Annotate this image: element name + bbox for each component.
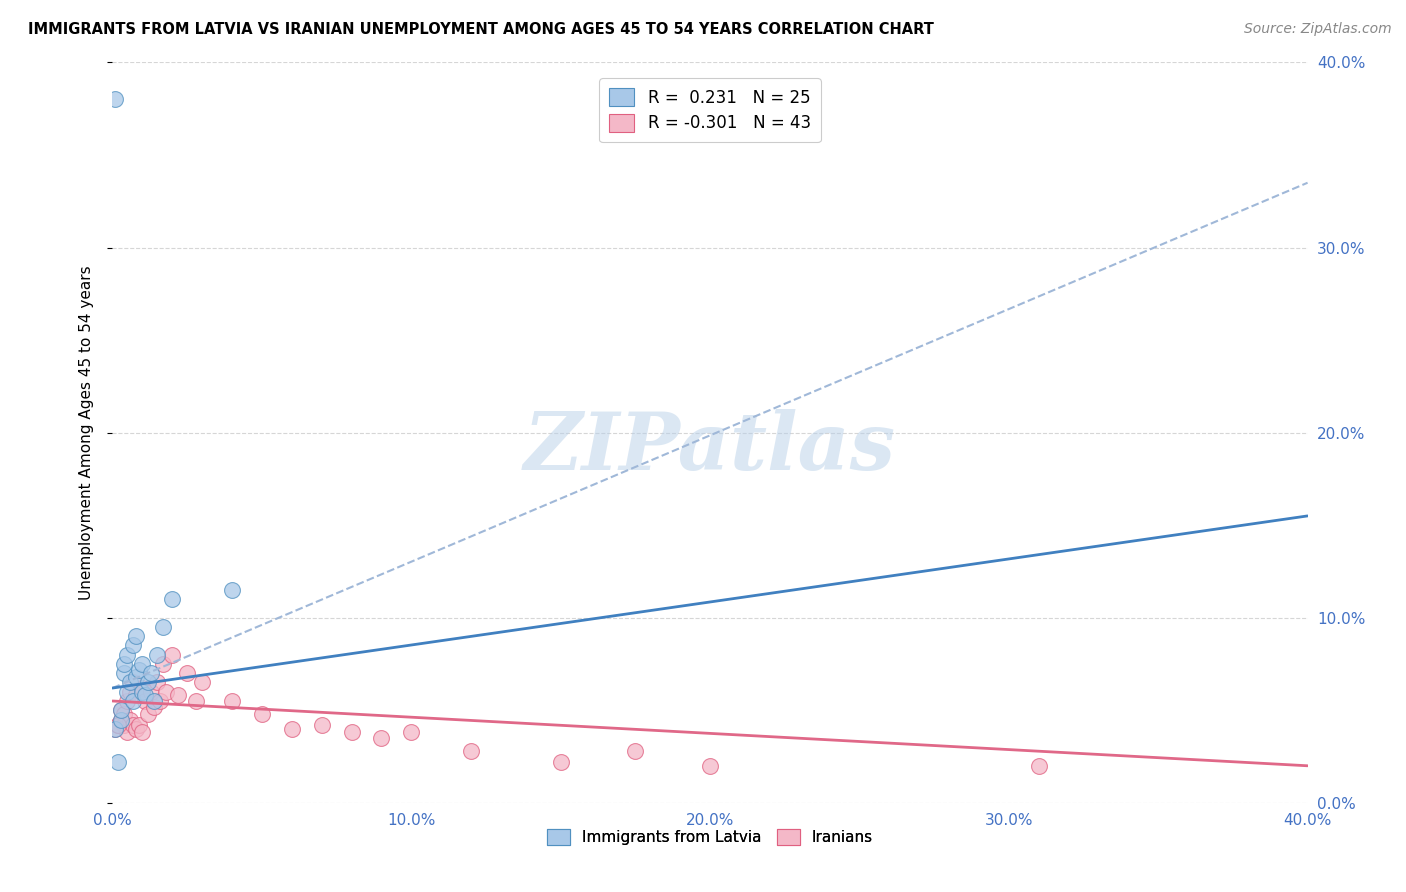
Point (141, 666, 163, 681)
Legend: Immigrants from Latvia, Iranians: Immigrants from Latvia, Iranians (537, 820, 883, 855)
Point (155, 685, 177, 699)
Point (110, 713, 132, 727)
Point (250, 706, 273, 721)
Point (281, 722, 304, 736)
Point (125, 722, 148, 736)
Text: Source: ZipAtlas.com: Source: ZipAtlas.com (1244, 22, 1392, 37)
Point (624, 744, 647, 758)
Point (122, 675, 145, 690)
Point (131, 681, 153, 695)
Point (104, 722, 127, 736)
Point (122, 718, 145, 732)
Point (186, 694, 208, 708)
Point (110, 713, 132, 727)
Point (125, 629, 148, 643)
Point (131, 725, 153, 739)
Point (191, 675, 214, 690)
Point (128, 718, 150, 732)
Point (550, 755, 572, 769)
Point (460, 744, 482, 758)
Point (117, 694, 139, 708)
Point (114, 706, 135, 721)
Point (167, 689, 190, 703)
Y-axis label: Unemployment Among Ages 45 to 54 years: Unemployment Among Ages 45 to 54 years (79, 265, 94, 600)
Point (176, 666, 198, 681)
Point (162, 648, 183, 662)
Point (107, 718, 129, 732)
Point (221, 694, 243, 708)
Point (146, 648, 169, 662)
Point (120, 685, 142, 699)
Point (114, 718, 135, 732)
Point (401, 725, 423, 739)
Point (120, 713, 142, 727)
Text: IMMIGRANTS FROM LATVIA VS IRANIAN UNEMPLOYMENT AMONG AGES 45 TO 54 YEARS CORRELA: IMMIGRANTS FROM LATVIA VS IRANIAN UNEMPL… (28, 22, 934, 37)
Point (370, 731, 392, 745)
Point (138, 675, 160, 690)
Point (104, 722, 127, 736)
Point (146, 675, 169, 690)
Point (134, 689, 156, 703)
Point (107, 718, 129, 732)
Point (131, 657, 153, 671)
Text: ZIPatlas: ZIPatlas (524, 409, 896, 486)
Point (143, 694, 166, 708)
Point (138, 706, 160, 721)
Point (110, 703, 132, 717)
Point (120, 675, 142, 690)
Point (221, 582, 243, 597)
Point (114, 657, 135, 671)
Point (114, 666, 135, 681)
Point (131, 685, 153, 699)
Point (122, 694, 145, 708)
Point (117, 648, 139, 662)
Point (125, 689, 148, 703)
Point (125, 670, 148, 684)
Point (152, 657, 174, 671)
Point (107, 755, 129, 769)
Point (152, 620, 174, 634)
Point (104, 92, 127, 106)
Point (117, 725, 139, 739)
Point (311, 718, 333, 732)
Point (117, 685, 139, 699)
Point (141, 685, 163, 699)
Point (128, 663, 150, 677)
Point (110, 703, 132, 717)
Point (149, 694, 172, 708)
Point (143, 699, 166, 714)
Point (162, 592, 183, 607)
Point (340, 725, 363, 739)
Point (1028, 758, 1050, 772)
Point (699, 758, 721, 772)
Point (134, 694, 156, 708)
Point (122, 639, 145, 653)
